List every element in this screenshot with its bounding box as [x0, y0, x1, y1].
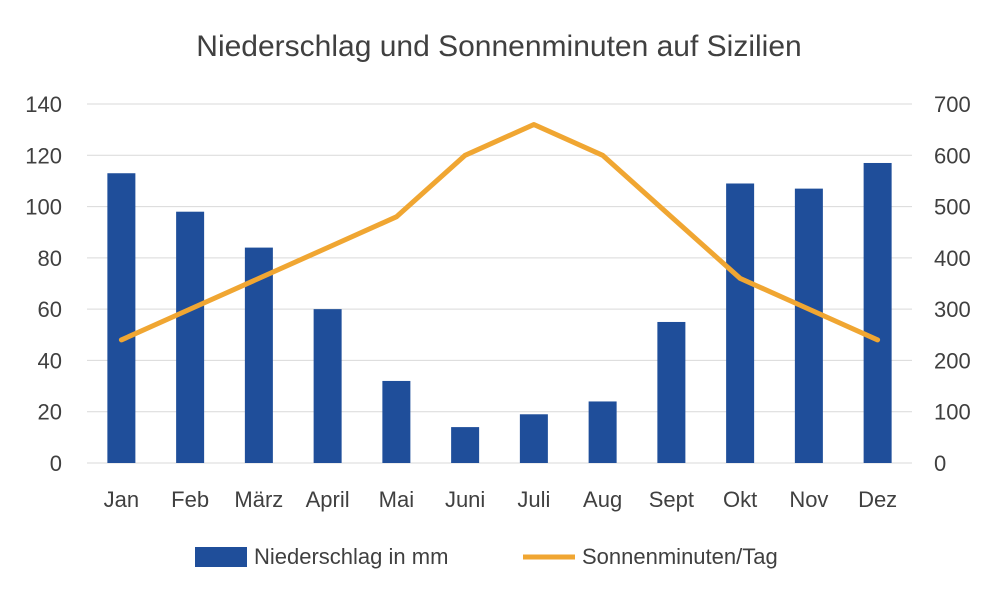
- y-right-tick-label: 500: [934, 195, 971, 220]
- left-axis-labels: 0 20 40 60 80 100 120 140: [25, 92, 62, 476]
- line-series: [118, 122, 881, 343]
- gridlines: [87, 103, 912, 464]
- bar: [657, 321, 686, 463]
- y-left-tick-label: 60: [38, 297, 62, 322]
- bar: [726, 183, 755, 463]
- bar: [519, 414, 548, 463]
- x-tick-label: April: [306, 487, 350, 512]
- bar: [794, 188, 823, 463]
- bar: [451, 427, 480, 463]
- bar: [107, 173, 136, 463]
- bar: [382, 380, 411, 463]
- bar-series: [107, 162, 892, 463]
- x-tick-label: Dez: [858, 487, 897, 512]
- y-right-tick-label: 100: [934, 400, 971, 425]
- y-right-tick-label: 700: [934, 92, 971, 117]
- y-right-tick-label: 200: [934, 348, 971, 373]
- y-left-tick-label: 100: [25, 195, 62, 220]
- y-left-tick-label: 120: [25, 143, 62, 168]
- x-tick-label: Aug: [583, 487, 622, 512]
- x-tick-label: Nov: [789, 487, 828, 512]
- bar: [588, 401, 617, 463]
- legend-swatch-niederschlag: [195, 547, 247, 567]
- x-tick-label: Juni: [445, 487, 485, 512]
- bar: [313, 309, 342, 463]
- x-tick-label: März: [234, 487, 283, 512]
- x-tick-label: Jan: [104, 487, 139, 512]
- x-tick-label: Juli: [517, 487, 550, 512]
- x-tick-label: Mai: [379, 487, 414, 512]
- y-left-tick-label: 0: [50, 451, 62, 476]
- y-left-tick-label: 20: [38, 400, 62, 425]
- bar: [176, 211, 205, 463]
- x-axis-labels: Jan Feb März April Mai Juni Juli Aug Sept Okt Nov D…: [104, 487, 898, 512]
- legend-label-niederschlag: Niederschlag in mm: [254, 544, 448, 569]
- right-axis-labels: 0 100 200 300 400 500 600 700: [934, 92, 971, 476]
- y-right-tick-label: 600: [934, 143, 971, 168]
- sonnenminuten-line: [118, 122, 881, 343]
- x-tick-label: Feb: [171, 487, 209, 512]
- x-tick-label: Okt: [723, 487, 757, 512]
- x-tick-label: Sept: [649, 487, 694, 512]
- legend-label-sonnenminuten: Sonnenminuten/Tag: [582, 544, 778, 569]
- chart-title: Niederschlag und Sonnenminuten auf Sizil…: [196, 30, 801, 63]
- bar: [863, 162, 892, 463]
- y-right-tick-label: 0: [934, 451, 946, 476]
- y-left-tick-label: 40: [38, 348, 62, 373]
- y-right-tick-label: 300: [934, 297, 971, 322]
- y-right-tick-label: 400: [934, 246, 971, 271]
- y-left-tick-label: 140: [25, 92, 62, 117]
- legend: Niederschlag in mm Sonnenminuten/Tag: [195, 544, 778, 569]
- y-left-tick-label: 80: [38, 246, 62, 271]
